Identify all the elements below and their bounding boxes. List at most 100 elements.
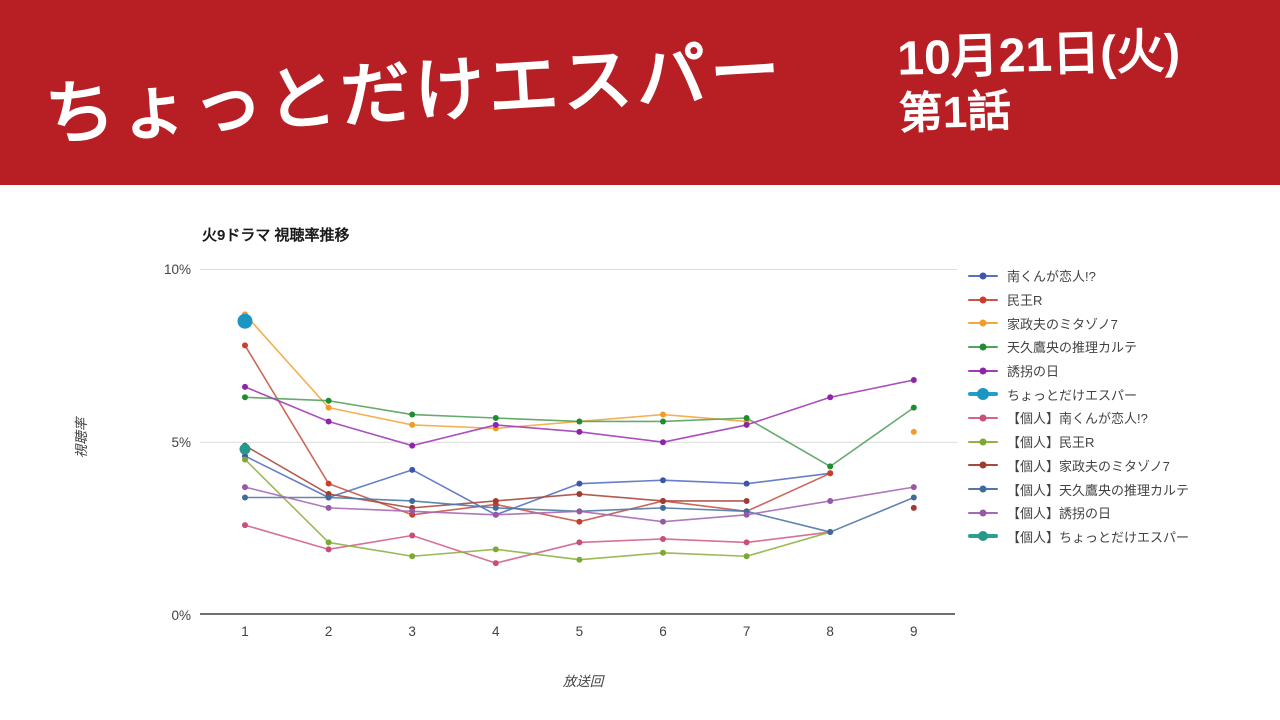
series-marker [239, 443, 251, 455]
series-marker [743, 553, 750, 560]
x-tick-label: 8 [826, 624, 834, 639]
series-marker [492, 497, 499, 504]
legend-label: 誘拐の日 [1007, 364, 1060, 380]
series-marker [743, 415, 750, 422]
legend-label: 【個人】誘拐の日 [1007, 506, 1112, 522]
series-marker [242, 342, 248, 349]
series-marker [660, 497, 666, 504]
series-marker [576, 508, 583, 515]
series-marker [242, 383, 248, 390]
x-tick-label: 3 [408, 624, 416, 639]
legend-label: 【個人】民王R [1007, 435, 1095, 451]
series-marker [409, 508, 416, 515]
legend-item: ちょっとだけエスパー [968, 382, 1189, 406]
series-marker [827, 470, 834, 477]
x-tick-label: 6 [659, 624, 667, 639]
series-line [244, 458, 831, 561]
legend-label: ちょっとだけエスパー [1007, 387, 1138, 403]
broadcast-date: 10月21日(火) [896, 25, 1181, 86]
series-marker [492, 415, 499, 422]
series-marker [242, 494, 248, 501]
drama-title: ちょっとだけエスパー [42, 30, 787, 154]
series-marker [325, 404, 332, 411]
legend-marker-icon [968, 531, 998, 542]
series-marker [409, 532, 416, 539]
series-marker [576, 428, 583, 435]
y-tick-label: 10% [163, 261, 191, 277]
legend-item: 誘拐の日 [968, 359, 1189, 383]
series-marker [492, 511, 499, 518]
legend-label: 民王R [1007, 293, 1043, 309]
series-marker [242, 394, 248, 401]
series-marker [827, 394, 834, 401]
series-marker [325, 418, 332, 425]
series-marker [660, 549, 666, 556]
series-marker [660, 504, 666, 511]
series-marker [325, 480, 332, 487]
series-marker [576, 518, 583, 525]
series-marker [242, 522, 248, 529]
banner-date-block: 10月21日(火) 第1話 [897, 22, 1183, 139]
series-marker [325, 494, 332, 501]
series-line [244, 524, 831, 564]
series-marker [492, 546, 499, 553]
series-marker [910, 376, 917, 383]
legend-label: 天久鷹央の推理カルテ [1007, 340, 1138, 356]
series-marker [743, 511, 750, 518]
series-marker [325, 504, 332, 511]
legend-label: 家政夫のミタゾノ7 [1007, 316, 1118, 332]
legend-marker-icon [968, 272, 998, 280]
legend-label: 【個人】天久鷹央の推理カルテ [1007, 482, 1190, 498]
series-marker [576, 491, 583, 498]
series-line [245, 496, 915, 533]
series-line [244, 313, 747, 430]
series-marker [660, 535, 666, 542]
series-marker [409, 497, 416, 504]
x-tick-label: 1 [241, 624, 249, 639]
y-axis-label: 視聴率 [74, 417, 89, 459]
legend-marker-icon [968, 414, 998, 422]
legend-item: 【個人】誘拐の日 [968, 501, 1189, 525]
legend-item: 【個人】ちょっとだけエスパー [968, 525, 1189, 549]
series-marker [409, 466, 416, 473]
series-marker [910, 504, 917, 511]
series-marker [827, 529, 834, 536]
chart-legend: 南くんが恋人!? 民王R 家政夫のミタゾノ7 天久鷹央の推理カルテ 誘拐の日 ちょっとだけ… [968, 264, 1189, 548]
series-marker [325, 546, 332, 553]
series-marker [409, 442, 416, 449]
legend-item: 【個人】家政夫のミタゾノ7 [968, 454, 1189, 478]
legend-item: 家政夫のミタゾノ7 [968, 311, 1189, 335]
series-marker [492, 560, 499, 567]
x-tick-label: 9 [910, 624, 918, 639]
series-marker [242, 484, 248, 491]
legend-item: 【個人】民王R [968, 430, 1189, 454]
series-marker [409, 411, 416, 418]
series-marker [325, 397, 332, 404]
legend-marker-icon [968, 509, 998, 517]
series-line [244, 379, 914, 447]
legend-marker-icon [968, 343, 998, 351]
series-marker [492, 504, 499, 511]
legend-item: 【個人】南くんが恋人!? [968, 406, 1189, 430]
y-tick-label: 0% [171, 607, 191, 623]
legend-marker-icon [968, 485, 998, 493]
series-marker [827, 463, 834, 470]
x-tick-label: 4 [492, 624, 500, 639]
legend-marker-icon [968, 461, 998, 469]
series-marker [743, 480, 750, 487]
x-axis-label: 放送回 [562, 674, 604, 689]
header-banner: ちょっとだけエスパー 10月21日(火) 第1話 [0, 0, 1280, 185]
series-line [244, 455, 831, 516]
series-marker [910, 484, 917, 491]
series-marker [743, 421, 750, 428]
legend-item: 民王R [968, 288, 1189, 312]
episode-number: 第1話 [898, 86, 1012, 139]
series-marker [242, 456, 248, 463]
legend-marker-icon [968, 438, 998, 446]
series-marker [660, 477, 666, 484]
series-marker [910, 428, 917, 435]
y-tick-label: 5% [171, 434, 191, 450]
series-marker [325, 539, 332, 546]
